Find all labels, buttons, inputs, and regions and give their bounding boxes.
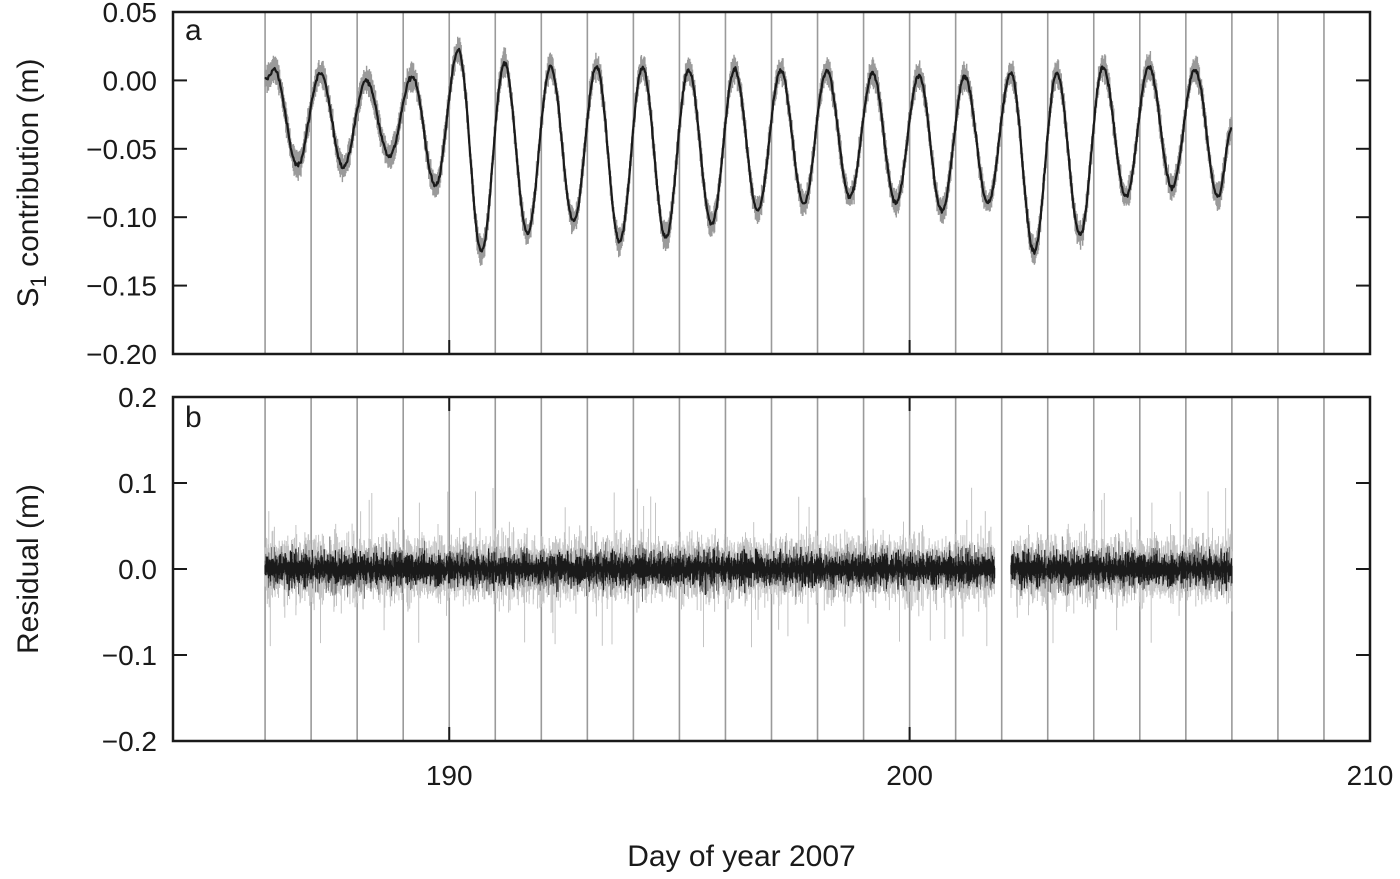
panel-b-x-ticks: 190 200 210 xyxy=(426,397,1393,791)
panel-a-frame xyxy=(171,10,1372,356)
panel-a-y-tick-label: −0.20 xyxy=(86,339,157,370)
panel-a-y-axis-label-rest: contribution (m) xyxy=(12,58,45,275)
panel-b-noise-core xyxy=(264,547,1233,595)
panel-a-day-lines xyxy=(264,12,1325,354)
panel-a-y-tick-label: −0.10 xyxy=(86,202,157,233)
panel-a-y-ticks: 0.05 0.00 −0.05 −0.10 −0.15 −0.20 xyxy=(86,0,1371,370)
panel-a-y-tick-label: 0.00 xyxy=(103,65,158,96)
panel-a: 0.05 0.00 −0.05 −0.10 −0.15 −0.20 a S1 contri… xyxy=(12,0,1372,370)
panel-a-y-axis-label-sub: 1 xyxy=(26,275,51,287)
panel-b-y-tick-label: −0.2 xyxy=(102,726,157,757)
panel-b-y-ticks: 0.2 0.1 0.0 −0.1 −0.2 xyxy=(102,382,1370,757)
panel-b-y-tick-label: −0.1 xyxy=(102,640,157,671)
panel-a-uncertainty-band xyxy=(264,36,1233,266)
panel-a-y-axis-label: S1 contribution (m) xyxy=(12,58,51,307)
panel-a-y-tick-label: 0.05 xyxy=(103,0,158,28)
panel-a-y-tick-label: −0.05 xyxy=(86,134,157,165)
panel-b: 0.2 0.1 0.0 −0.1 −0.2 190 200 210 b Residual (… xyxy=(12,382,1393,791)
panel-a-band-path xyxy=(264,36,1233,266)
panel-b-y-tick-label: 0.0 xyxy=(118,554,157,585)
panel-a-y-tick-label: −0.15 xyxy=(86,271,157,302)
panel-b-y-tick-label: 0.2 xyxy=(118,382,157,413)
panel-a-y-axis-label-main: S xyxy=(12,287,45,307)
panel-a-label: a xyxy=(185,14,202,47)
x-axis-label: Day of year 2007 xyxy=(627,840,855,873)
panel-a-series-line xyxy=(264,47,1233,255)
panel-b-y-tick-label: 0.1 xyxy=(118,468,157,499)
panel-a-line-path xyxy=(264,47,1233,255)
panel-b-label: b xyxy=(185,401,202,434)
panel-b-residual-noise xyxy=(264,487,1233,648)
panel-b-y-axis-label: Residual (m) xyxy=(12,484,45,654)
panel-b-x-tick-label: 210 xyxy=(1347,760,1394,791)
panel-b-x-tick-label: 190 xyxy=(426,760,473,791)
panel-b-x-tick-label: 200 xyxy=(886,760,933,791)
